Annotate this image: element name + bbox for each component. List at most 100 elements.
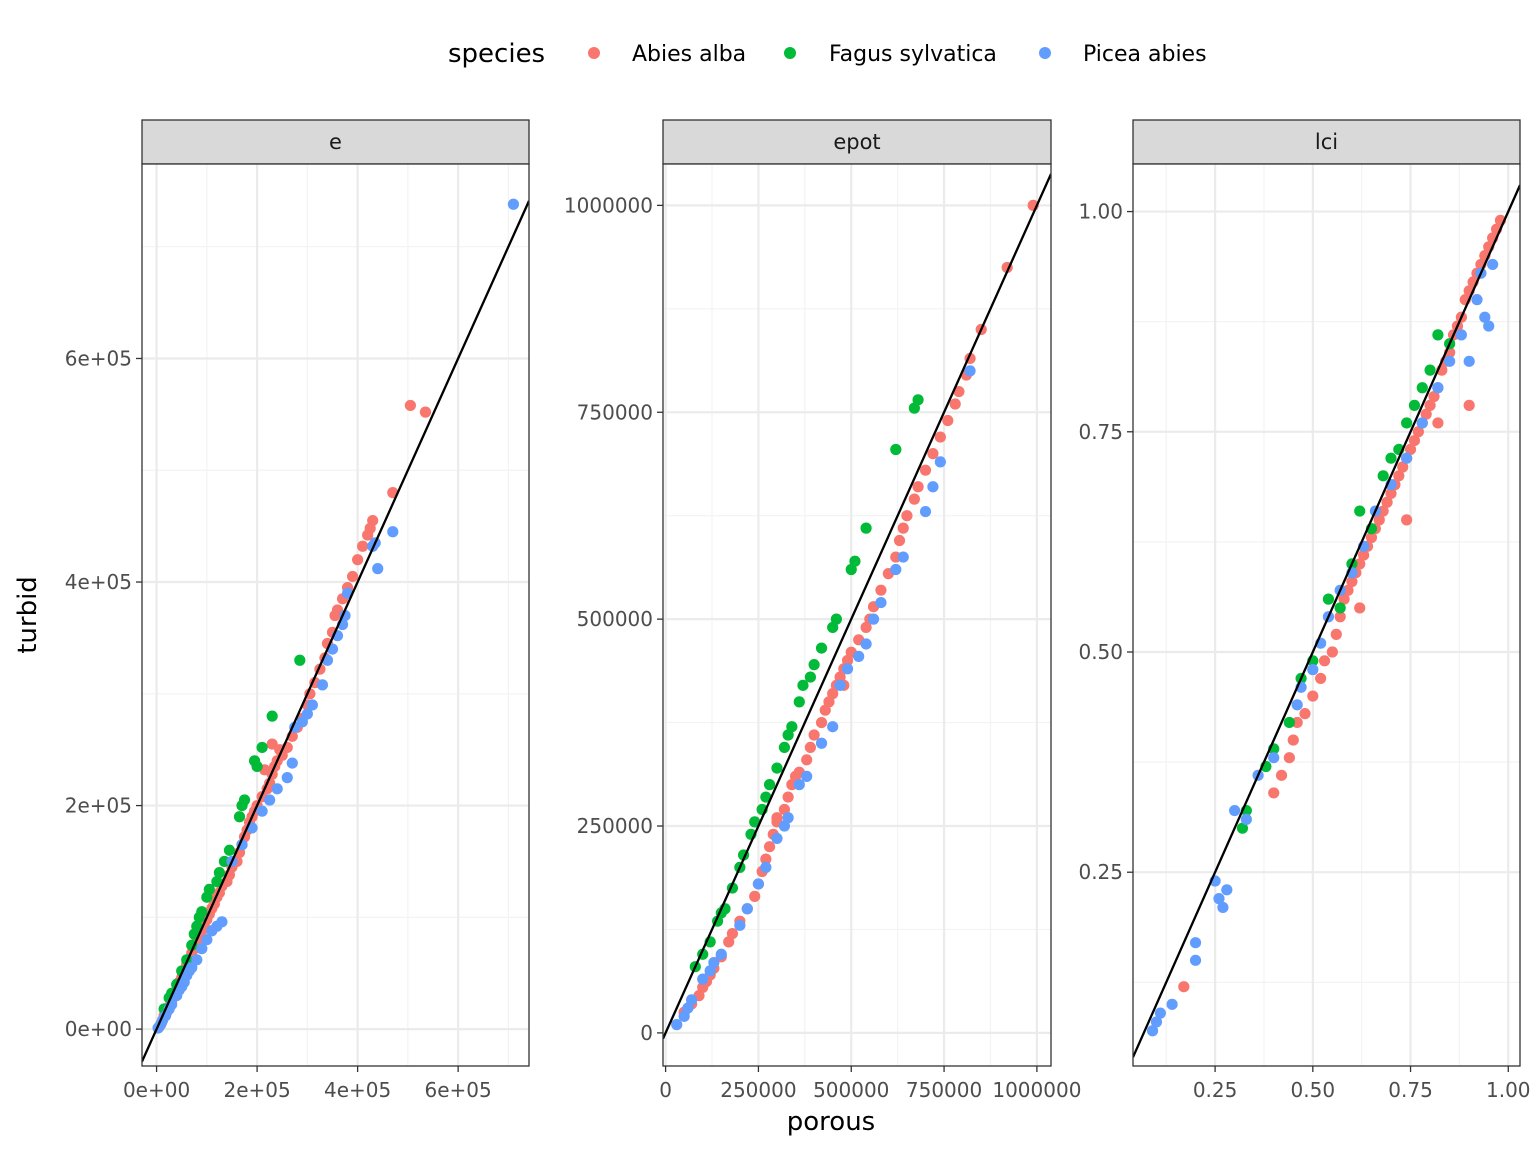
- x-tick-label: 6e+05: [425, 1078, 492, 1102]
- point-picea-abies: [301, 708, 313, 720]
- point-abies-alba: [1420, 408, 1432, 420]
- point-picea-abies: [1240, 813, 1252, 825]
- y-tick-label: 500000: [577, 607, 653, 631]
- point-picea-abies: [827, 721, 839, 733]
- point-fagus-sylvatica: [860, 522, 872, 534]
- legend-label-picea-abies: Picea abies: [1083, 42, 1207, 67]
- point-picea-abies: [1479, 311, 1491, 323]
- legend-entry-fagus-sylvatica: Fagus sylvatica: [784, 42, 997, 67]
- strip-background: [141, 119, 530, 165]
- facets: e 0e+00 2e+05 4e+05 6e+05 0e+00 2e+05 4e+05 6e+0…: [65, 119, 1531, 1102]
- point-abies-alba: [404, 399, 416, 412]
- point-picea-abies: [853, 650, 865, 662]
- facet-e: e 0e+00 2e+05 4e+05 6e+05 0e+00 2e+05 4e+05 6e+0…: [65, 119, 530, 1102]
- y-tick-label: 2e+05: [65, 794, 132, 818]
- point-fagus-sylvatica: [251, 760, 263, 773]
- point-fagus-sylvatica: [778, 741, 791, 754]
- point-abies-alba: [801, 754, 813, 766]
- point-picea-abies: [1146, 1025, 1159, 1037]
- point-picea-abies: [1463, 355, 1475, 367]
- point-picea-abies: [1401, 452, 1413, 464]
- point-picea-abies: [1455, 329, 1467, 341]
- point-picea-abies: [671, 1019, 683, 1031]
- legend-key-abies-alba: [588, 47, 600, 59]
- point-picea-abies: [1150, 1016, 1163, 1028]
- point-picea-abies: [1189, 937, 1202, 949]
- x-tick-label: 2e+05: [223, 1078, 290, 1102]
- point-abies-alba: [1463, 399, 1475, 411]
- point-abies-alba: [804, 741, 817, 754]
- point-abies-alba: [1408, 434, 1421, 447]
- point-picea-abies: [875, 596, 887, 609]
- point-fagus-sylvatica: [256, 741, 268, 754]
- reference-line: [142, 200, 529, 1063]
- point-abies-alba: [1397, 461, 1409, 473]
- legend-entry-picea-abies: Picea abies: [1039, 42, 1207, 67]
- point-abies-alba: [1283, 752, 1295, 764]
- point-fagus-sylvatica: [786, 721, 798, 733]
- point-fagus-sylvatica: [213, 867, 225, 879]
- point-picea-abies: [1166, 998, 1178, 1010]
- y-axis-title: turbid: [13, 576, 43, 654]
- y-tick-label: 0: [640, 1021, 653, 1045]
- point-picea-abies: [264, 794, 276, 806]
- point-abies-alba: [357, 540, 369, 552]
- point-abies-alba: [1287, 734, 1299, 746]
- point-abies-alba: [808, 729, 820, 741]
- y-tick-label: 0.50: [1078, 640, 1123, 664]
- point-abies-alba: [1358, 549, 1370, 561]
- point-abies-alba: [346, 570, 359, 583]
- point-fagus-sylvatica: [912, 394, 924, 406]
- point-picea-abies: [697, 973, 709, 985]
- point-abies-alba: [919, 464, 932, 476]
- point-picea-abies: [372, 563, 384, 575]
- panel-border: [141, 163, 530, 1067]
- point-fagus-sylvatica: [1408, 399, 1421, 411]
- point-fagus-sylvatica: [1236, 822, 1249, 834]
- point-fagus-sylvatica: [793, 696, 805, 708]
- point-picea-abies: [782, 812, 794, 824]
- point-picea-abies: [927, 481, 939, 493]
- point-picea-abies: [890, 563, 902, 576]
- point-fagus-sylvatica: [890, 443, 902, 456]
- point-picea-abies: [1154, 1007, 1166, 1019]
- series-picea-abies: [671, 365, 976, 1031]
- point-abies-alba: [1338, 593, 1350, 605]
- point-fagus-sylvatica: [1283, 716, 1295, 729]
- y-tick-label: 6e+05: [65, 346, 132, 370]
- point-fagus-sylvatica: [1416, 382, 1428, 394]
- point-picea-abies: [1217, 901, 1229, 914]
- point-fagus-sylvatica: [1424, 364, 1436, 376]
- point-picea-abies: [815, 737, 828, 749]
- point-abies-alba: [771, 812, 783, 824]
- point-abies-alba: [1346, 575, 1358, 588]
- point-abies-alba: [1381, 496, 1393, 508]
- point-fagus-sylvatica: [266, 710, 278, 722]
- point-fagus-sylvatica: [1354, 505, 1366, 517]
- point-abies-alba: [1401, 514, 1413, 526]
- point-picea-abies: [216, 916, 228, 928]
- point-fagus-sylvatica: [804, 671, 817, 683]
- point-fagus-sylvatica: [1401, 417, 1413, 429]
- strip-label: e: [329, 130, 342, 154]
- legend-label-fagus-sylvatica: Fagus sylvatica: [829, 42, 997, 67]
- point-abies-alba: [815, 716, 828, 729]
- point-picea-abies: [685, 994, 698, 1006]
- point-abies-alba: [419, 406, 432, 418]
- strip-background: [1132, 119, 1521, 165]
- x-tick-label: 250000: [720, 1078, 796, 1102]
- point-abies-alba: [726, 927, 739, 940]
- x-tick-label: 4e+05: [324, 1078, 391, 1102]
- gridlines: [142, 164, 529, 1066]
- point-fagus-sylvatica: [203, 883, 215, 896]
- point-abies-alba: [1385, 487, 1397, 500]
- point-abies-alba: [827, 688, 839, 700]
- point-fagus-sylvatica: [808, 659, 820, 671]
- point-abies-alba: [1318, 655, 1331, 667]
- point-abies-alba: [1291, 716, 1303, 729]
- point-abies-alba: [1342, 584, 1354, 596]
- y-tick-label: 1.00: [1078, 200, 1123, 224]
- point-picea-abies: [306, 699, 318, 711]
- point-abies-alba: [1354, 602, 1366, 614]
